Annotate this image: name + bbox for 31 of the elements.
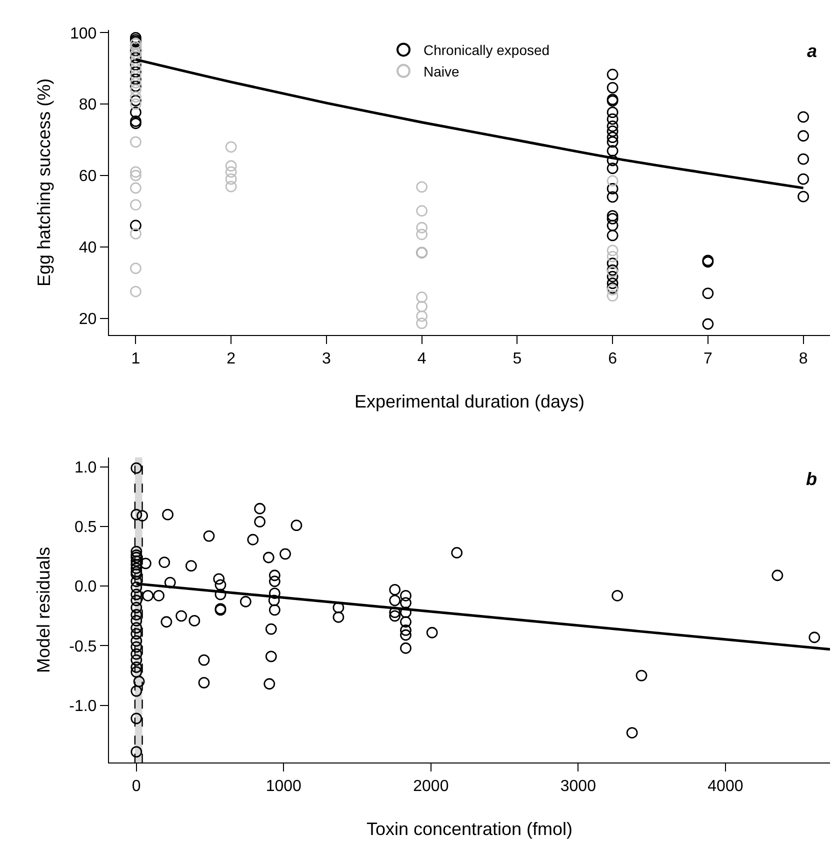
y-tick-label: 80 xyxy=(78,96,97,114)
x-tick-label: 2000 xyxy=(413,778,449,795)
y-tick-label: -0.5 xyxy=(69,638,97,656)
x-axis-title: Experimental duration (days) xyxy=(354,391,585,412)
legend-label: Chronically exposed xyxy=(424,42,550,58)
annotation: a xyxy=(807,41,818,61)
y-tick-label: 100 xyxy=(70,25,97,42)
x-tick-label: 4000 xyxy=(708,778,744,795)
x-tick-label: 0 xyxy=(132,778,141,795)
y-tick-label: -1.0 xyxy=(69,698,97,715)
x-tick-label: 1000 xyxy=(266,778,302,795)
y-axis-title: Egg hatching success (%) xyxy=(34,78,54,287)
y-tick-label: 0.0 xyxy=(74,578,97,596)
y-axis-title: Model residuals xyxy=(33,546,54,673)
y-tick-label: 60 xyxy=(78,168,97,186)
x-tick-label: 3 xyxy=(322,350,331,368)
x-tick-label: 1 xyxy=(131,350,140,368)
x-tick-label: 6 xyxy=(608,350,618,368)
x-tick-label: 5 xyxy=(512,350,522,368)
y-tick-label: 40 xyxy=(78,239,97,256)
legend-label: Naive xyxy=(424,63,460,80)
x-tick-label: 7 xyxy=(703,350,712,368)
x-axis-title: Toxin concentration (fmol) xyxy=(366,818,573,839)
y-tick-label: 1.0 xyxy=(74,459,97,476)
x-tick-label: 3000 xyxy=(560,778,596,795)
y-tick-label: 0.5 xyxy=(74,519,97,536)
y-tick-label: 20 xyxy=(78,310,97,328)
x-tick-label: 4 xyxy=(417,350,426,368)
x-tick-label: 8 xyxy=(798,350,808,368)
annotation: b xyxy=(806,469,817,489)
x-tick-label: 2 xyxy=(226,350,236,368)
